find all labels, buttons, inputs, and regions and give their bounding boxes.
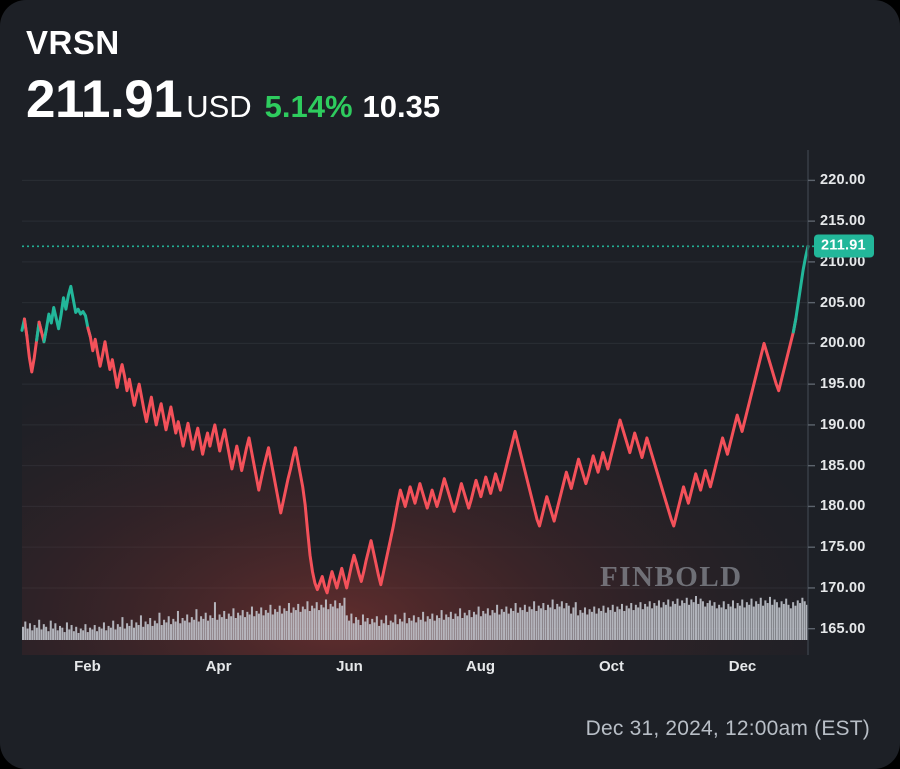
x-axis-tick-label: Aug — [465, 658, 496, 675]
change-percent: 5.14% — [264, 89, 353, 124]
y-axis-tick-label: 195.00 — [820, 376, 866, 393]
footer-timestamp: Dec 31, 2024, 12:00am (EST) — [585, 717, 870, 740]
y-axis-tick-label: 175.00 — [820, 539, 866, 556]
ticker-symbol: VRSN — [26, 24, 120, 61]
axis-lines — [807, 150, 815, 655]
x-axis-tick-label: Dec — [728, 658, 757, 675]
area-fill — [22, 246, 808, 655]
price-chart-plot: 220.00 215.00 210.00 205.00 200.00 195.00 190.… — [0, 150, 900, 655]
finbold-watermark: FINBOLD — [600, 561, 743, 593]
chart-header: VRSN 211.91 USD 5.14% 10.35 — [26, 26, 874, 126]
y-axis-tick-label: 185.00 — [820, 457, 866, 474]
change-absolute: 10.35 — [362, 89, 441, 124]
y-axis-tick-label: 165.00 — [820, 620, 866, 637]
current-price-badge: 211.91 — [814, 234, 874, 258]
currency-label: USD — [186, 89, 252, 124]
y-axis-tick-label: 210.00 — [820, 253, 866, 270]
y-axis-tick-label: 190.00 — [820, 416, 866, 433]
y-axis-tick-label: 200.00 — [820, 335, 866, 352]
y-axis-tick-label: 170.00 — [820, 579, 866, 596]
chart-svg — [20, 150, 815, 655]
x-axis-tick-label: Jun — [336, 658, 363, 675]
x-axis-tick-label: Oct — [598, 658, 625, 675]
price-line — [20, 244, 810, 595]
y-axis-tick-label: 180.00 — [820, 498, 866, 515]
x-axis-tick-label: Feb — [74, 658, 101, 675]
y-axis-tick-label: 215.00 — [820, 213, 866, 230]
y-axis-tick-label: 205.00 — [820, 294, 866, 311]
x-axis-tick-label: Apr — [205, 658, 232, 675]
quote-row: 211.91 USD 5.14% 10.35 — [26, 73, 874, 126]
volume-bars — [22, 596, 808, 640]
y-axis-tick-label: 220.00 — [820, 172, 866, 189]
current-price: 211.91 — [26, 70, 183, 129]
